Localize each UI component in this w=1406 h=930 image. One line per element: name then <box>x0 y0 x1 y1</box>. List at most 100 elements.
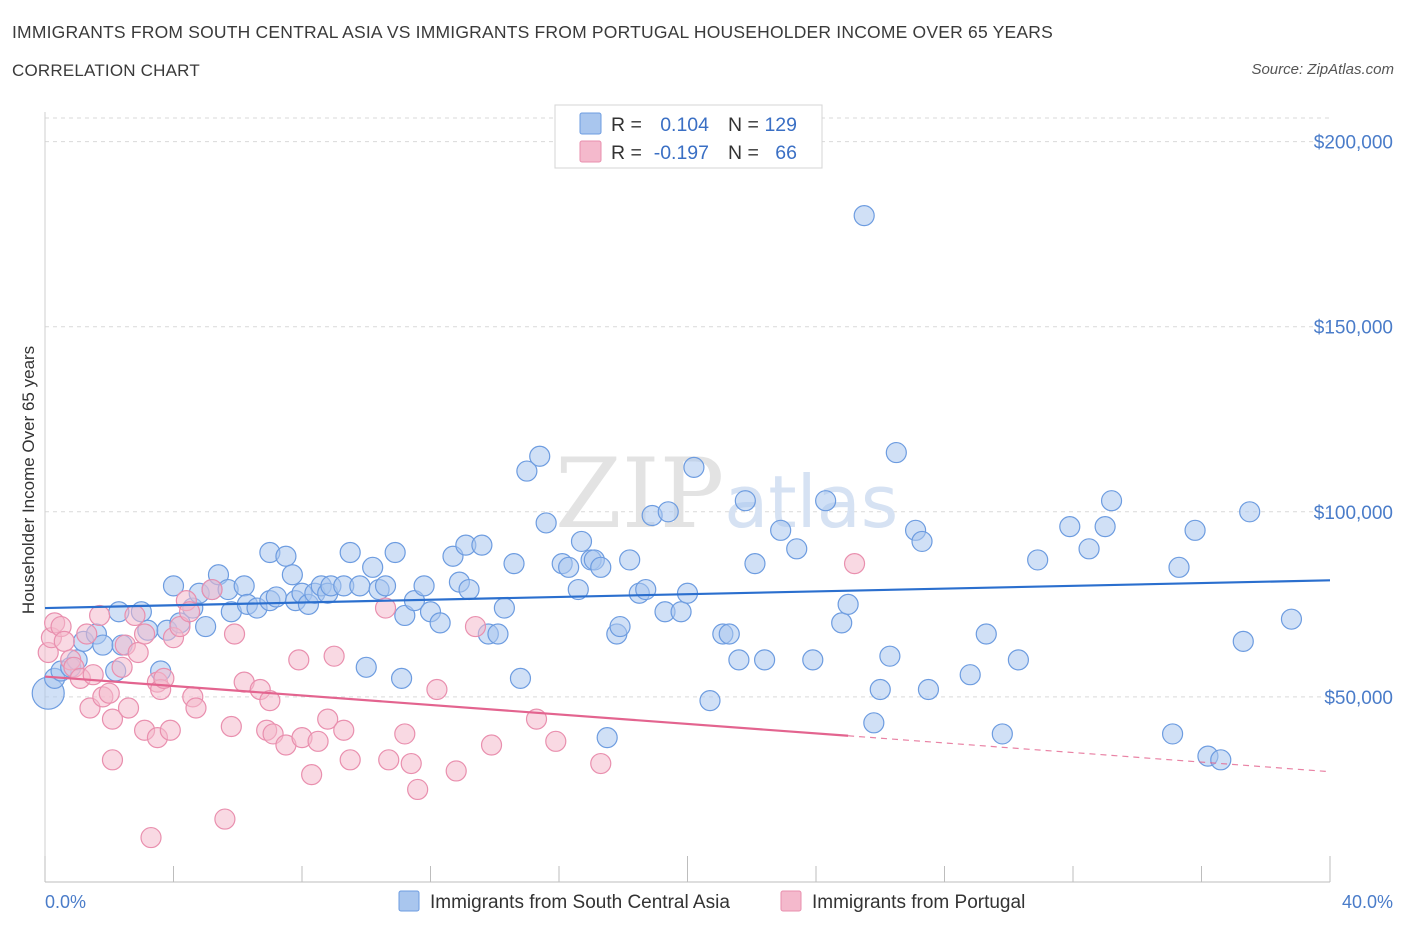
data-point <box>487 623 509 645</box>
data-point <box>162 575 185 597</box>
data-point <box>683 456 705 478</box>
data-point <box>133 623 156 645</box>
data-point <box>815 490 837 512</box>
data-point <box>333 719 355 741</box>
data-point <box>786 538 808 560</box>
data-point <box>744 553 766 575</box>
stats-n-value: 66 <box>775 142 797 164</box>
data-point <box>220 715 242 738</box>
series-portugal <box>37 553 866 849</box>
data-point <box>339 541 361 564</box>
data-point <box>101 749 124 771</box>
data-point <box>426 678 448 701</box>
data-point <box>802 649 824 671</box>
data-point <box>201 578 223 601</box>
data-point <box>76 623 98 645</box>
data-point <box>259 690 281 712</box>
data-point <box>590 556 612 578</box>
data-point <box>275 545 297 567</box>
y-tick-label: $200,000 <box>1314 133 1393 154</box>
data-point <box>374 597 397 619</box>
data-point <box>185 697 207 719</box>
data-point <box>214 808 236 830</box>
legend-label-south-central-asia: Immigrants from South Central Asia <box>430 892 730 913</box>
data-point <box>699 690 721 712</box>
data-point <box>169 615 191 638</box>
data-point <box>1094 516 1116 538</box>
stats-r-value: 0.104 <box>660 114 709 136</box>
data-point <box>718 623 740 645</box>
data-point <box>288 649 310 671</box>
data-point <box>384 541 406 564</box>
data-point <box>1059 516 1081 538</box>
tick-labels: $50,000 $100,000 $150,000 $200,000 0.0% 40.0%… <box>19 133 1393 912</box>
legend-swatch-portugal <box>780 890 802 912</box>
data-point <box>323 645 345 667</box>
series-south-central-asia <box>31 205 1303 771</box>
stats-n-label: N = <box>728 142 759 164</box>
stats-r-label: R = <box>611 114 642 136</box>
data-point <box>413 575 435 597</box>
stats-swatch <box>579 112 602 135</box>
data-point <box>127 641 149 664</box>
data-point <box>590 752 612 775</box>
data-point <box>89 604 111 627</box>
data-point <box>355 656 377 678</box>
data-point <box>558 556 580 578</box>
data-point <box>545 730 567 752</box>
data-point <box>619 549 641 571</box>
stats-legend: R = 0.104 N = 129 R = -0.197 N = 66 <box>554 104 823 169</box>
stats-n-value: 129 <box>764 114 797 136</box>
data-point <box>879 645 901 667</box>
data-point <box>975 623 997 645</box>
data-point <box>307 730 329 752</box>
data-point <box>596 727 618 749</box>
data-point <box>863 712 885 734</box>
data-point <box>1232 630 1254 652</box>
legend-swatch-south-central-asia <box>398 890 420 912</box>
data-point <box>394 604 416 627</box>
data-point <box>195 615 217 638</box>
data-point <box>831 612 853 634</box>
chart-subtitle: CORRELATION CHART <box>12 61 200 80</box>
data-point <box>458 578 480 601</box>
data-point <box>529 445 551 467</box>
data-point <box>770 519 792 541</box>
data-point <box>53 630 75 652</box>
data-point <box>101 708 124 730</box>
trend-line-portugal-projection <box>848 735 1331 773</box>
data-point <box>570 530 593 553</box>
trend-line-portugal <box>44 675 849 737</box>
y-tick-label: $100,000 <box>1314 503 1393 524</box>
trend-line-south-central-asia <box>44 579 1331 610</box>
data-point <box>301 764 323 786</box>
data-point <box>233 575 255 597</box>
data-point <box>509 667 532 689</box>
data-point <box>153 667 175 689</box>
data-point <box>374 575 397 597</box>
data-point <box>117 697 140 719</box>
data-point <box>1280 608 1303 630</box>
data-point <box>140 826 162 849</box>
data-point <box>734 490 756 512</box>
data-point <box>339 749 361 771</box>
watermark: ZIPatlas <box>555 438 898 550</box>
data-point <box>753 649 776 671</box>
data-point <box>728 649 750 671</box>
data-point <box>959 664 981 686</box>
data-point <box>516 460 538 482</box>
watermark-text: ZIPatlas <box>555 438 898 550</box>
data-point <box>843 553 866 575</box>
data-point <box>657 501 679 523</box>
y-tick-label: $50,000 <box>1324 688 1393 709</box>
data-point <box>635 578 657 601</box>
x-tick-label: 40.0% <box>1342 892 1393 912</box>
trend-lines <box>44 579 1331 773</box>
data-point <box>535 512 557 534</box>
data-point <box>1210 749 1232 771</box>
data-point <box>281 564 303 586</box>
data-point <box>445 760 467 782</box>
data-point <box>503 553 525 575</box>
data-point <box>98 682 120 704</box>
data-point <box>407 778 429 801</box>
